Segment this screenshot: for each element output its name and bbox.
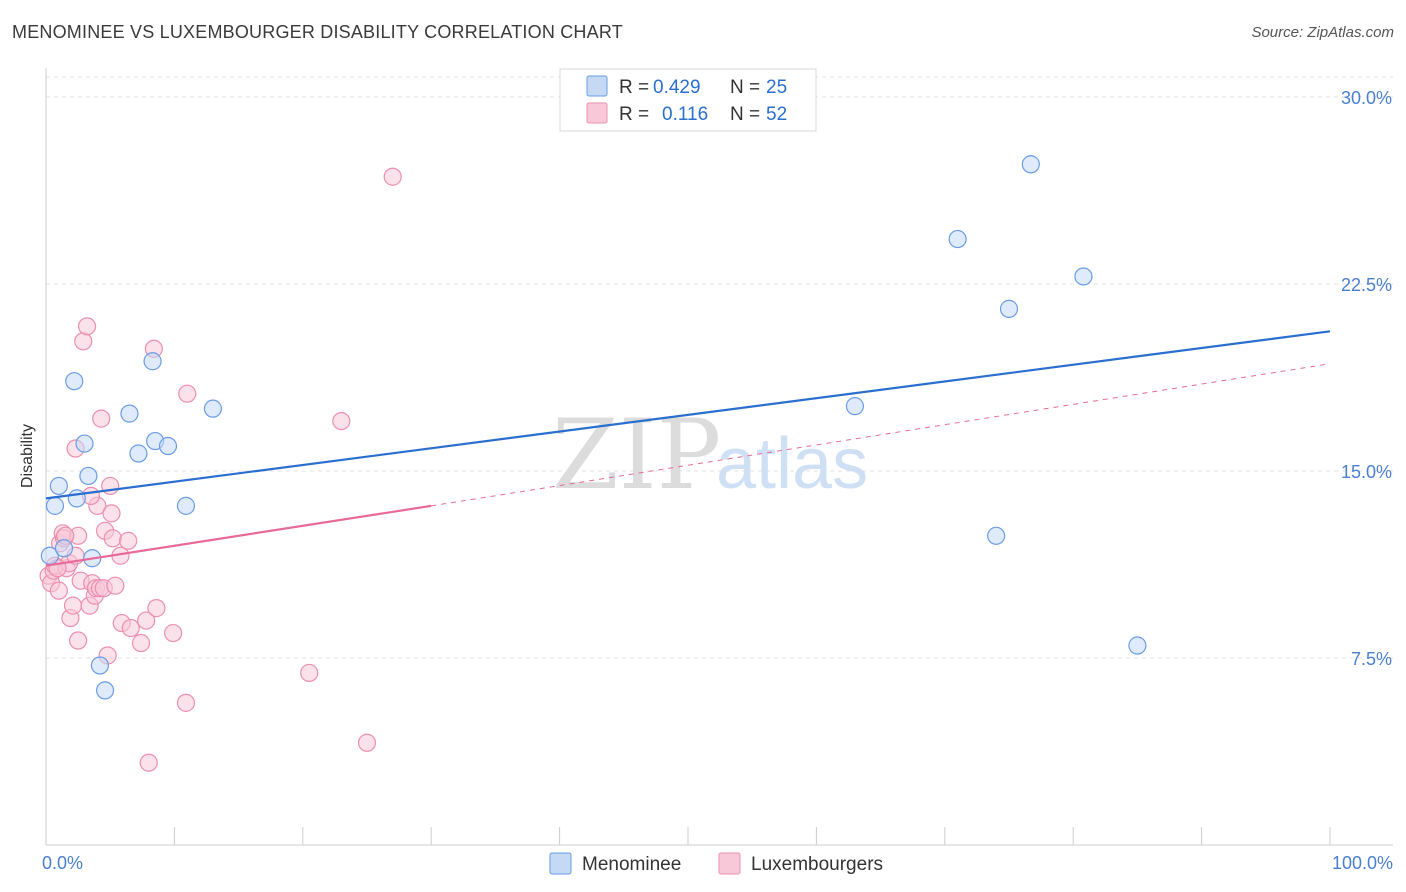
- legend-r-value: 0.116: [662, 104, 708, 125]
- luxembourgers-point: [383, 167, 402, 186]
- luxembourgers-point: [121, 618, 140, 638]
- bottom-legend: Menominee Luxembourgers: [549, 852, 883, 875]
- legend-n-value: 25: [766, 77, 787, 98]
- luxembourgers-point: [178, 384, 197, 403]
- menominee-point: [79, 466, 98, 486]
- luxembourgers-point: [77, 317, 97, 336]
- menominee-point: [49, 476, 68, 496]
- menominee-point: [203, 399, 223, 418]
- luxembourgers-point: [147, 599, 166, 618]
- y-tick-label: 30.0%: [1341, 88, 1392, 108]
- y-tick-label: 22.5%: [1341, 275, 1392, 295]
- luxembourgers-point: [332, 411, 351, 431]
- menominee-point: [120, 404, 139, 423]
- menominee-point: [67, 489, 86, 508]
- luxembourgers-point: [102, 504, 121, 523]
- watermark: ZIP atlas: [552, 399, 868, 511]
- menominee-point: [1074, 267, 1093, 286]
- legend-n-label: N =: [730, 104, 760, 125]
- menominee-point: [90, 656, 110, 675]
- menominee-point: [95, 681, 115, 700]
- luxembourgers-point: [357, 733, 377, 752]
- y-tick-label: 7.5%: [1351, 649, 1392, 669]
- luxembourgers-point: [176, 693, 196, 712]
- legend-swatch-menominee: [586, 75, 608, 97]
- menominee-point: [845, 397, 865, 416]
- menominee-point: [948, 229, 967, 249]
- bottom-legend-swatch-menominee: [549, 852, 572, 875]
- menominee-point: [54, 539, 74, 558]
- menominee-point: [987, 526, 1006, 545]
- menominee-point: [129, 444, 148, 463]
- gridlines: [46, 76, 1393, 659]
- legend-r-value: 0.429: [653, 77, 701, 98]
- menominee-point: [1021, 155, 1040, 174]
- luxembourgers-point: [137, 611, 156, 630]
- x-tick-label-min: 0.0%: [42, 853, 83, 873]
- luxembourgers-point: [92, 409, 111, 428]
- legend-r-label: R =: [619, 104, 649, 125]
- source-label: Source: ZipAtlas.com: [1251, 24, 1394, 41]
- legend-n-label: N =: [730, 77, 760, 98]
- luxembourgers-point: [63, 596, 83, 615]
- luxembourgers-point: [49, 581, 68, 600]
- menominee-point: [45, 496, 65, 515]
- luxembourgers-point: [300, 663, 319, 683]
- luxembourgers-trend-extension: [431, 363, 1331, 507]
- luxembourgers-point: [74, 332, 93, 351]
- luxembourgers-point: [119, 531, 138, 550]
- menominee-point: [158, 436, 178, 456]
- y-tick-labels: 7.5% 15.0% 22.5% 30.0%: [1341, 88, 1392, 669]
- legend-r-label: R =: [619, 77, 649, 98]
- menominee-point: [1128, 636, 1147, 655]
- legend-swatch-luxembourgers: [586, 102, 608, 124]
- luxembourgers-point: [164, 623, 183, 643]
- x-tick-labels: 0.0% 100.0%: [42, 853, 1393, 873]
- x-tick-label-max: 100.0%: [1332, 853, 1393, 873]
- bottom-legend-luxembourgers: Luxembourgers: [751, 854, 883, 875]
- menominee-point: [65, 372, 84, 391]
- y-tick-label: 15.0%: [1341, 462, 1392, 482]
- luxembourgers-point: [68, 631, 88, 650]
- luxembourgers-point: [139, 753, 158, 772]
- menominee-point: [999, 299, 1019, 318]
- luxembourgers-point: [106, 576, 125, 595]
- legend-box: R = 0.429 N = 25 R = 0.116 N = 52: [559, 68, 817, 132]
- legend-n-value: 52: [766, 104, 787, 125]
- trend-lines: [45, 330, 1331, 567]
- menominee-point: [75, 434, 94, 453]
- luxembourgers-trend-line: [45, 504, 432, 567]
- bottom-legend-swatch-luxembourgers: [718, 852, 741, 875]
- watermark-atlas: atlas: [716, 424, 868, 504]
- menominee-point: [143, 352, 162, 371]
- axes: [45, 68, 1393, 846]
- menominee-point: [176, 496, 196, 515]
- luxembourgers-point: [131, 633, 151, 653]
- menominee-points: [40, 155, 1147, 700]
- watermark-zip: ZIP: [552, 399, 721, 511]
- bottom-legend-menominee: Menominee: [582, 854, 681, 875]
- luxembourgers-point: [103, 529, 122, 548]
- chart-title: MENOMINEE VS LUXEMBOURGER DISABILITY COR…: [12, 22, 623, 42]
- menominee-trend-line: [45, 330, 1331, 500]
